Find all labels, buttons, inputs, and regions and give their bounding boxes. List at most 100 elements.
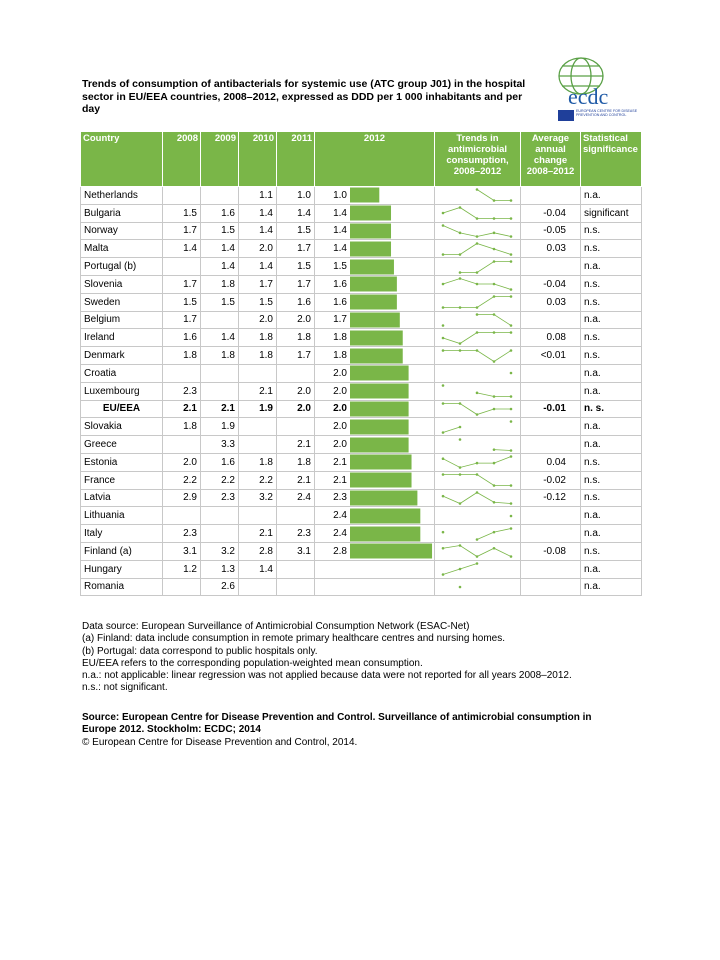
significance: n.a. [580, 257, 642, 276]
year-value [238, 417, 277, 437]
trend-point [458, 206, 462, 209]
bar-area [350, 401, 409, 417]
sparkline [441, 348, 513, 363]
year-value: 1.4 [333, 243, 347, 255]
value-2012-cell [314, 577, 435, 597]
column-header: Trends in antimicrobial consumption, 200… [434, 131, 521, 187]
year-value: 1.2 [162, 559, 201, 579]
sparkline [458, 259, 513, 274]
significance: n.s. [580, 452, 642, 472]
notes: Data source: European Surveillance of An… [82, 621, 572, 695]
table-row: Hungary 1.2 1.3 1.4 n.a. [80, 559, 642, 579]
bar [350, 490, 418, 506]
year-value: 1.9 [200, 417, 239, 437]
trend-line [443, 296, 511, 309]
value-2012-cell: 2.8 [314, 541, 435, 561]
value-2012-cell: 1.8 [314, 328, 435, 348]
bar [350, 419, 409, 435]
year-value: 2.8 [333, 545, 347, 557]
table-row: Estonia 2.0 1.6 1.8 1.8 2.1 0.04 n.s. [80, 452, 642, 472]
column-header: 2012 [314, 131, 435, 187]
significance: n.a. [580, 310, 642, 330]
value-2012-cell: 2.0 [314, 381, 435, 401]
trend-point [509, 348, 513, 352]
trend-point [441, 384, 445, 387]
logo-subtitle: EUROPEAN CENTRE FOR DISEASE PREVENTION A… [576, 109, 638, 117]
trend-point [492, 484, 496, 487]
year-value: 1.1 [238, 186, 277, 205]
year-value: 3.1 [276, 541, 315, 561]
annual-change [520, 524, 581, 543]
year-value: 2.1 [238, 524, 277, 543]
column-header: 2011 [276, 131, 315, 187]
trend-point [492, 447, 496, 451]
bar-area [350, 205, 392, 221]
trend-cell [434, 577, 521, 597]
bar-area [350, 543, 433, 559]
year-value: 1.5 [276, 221, 315, 241]
value-2012-cell: 1.5 [314, 257, 435, 276]
trend-line [443, 474, 511, 487]
year-value [162, 257, 201, 276]
value-2012-wrap: 2.3 [315, 490, 434, 506]
year-value: 1.8 [238, 328, 277, 348]
year-value: 1.5 [238, 292, 277, 312]
value-2012-wrap: 1.6 [315, 294, 434, 310]
annual-change [520, 435, 581, 454]
trend-point [475, 562, 479, 565]
year-value: 2.0 [276, 381, 315, 401]
year-value: 3.3 [200, 435, 239, 454]
year-value [200, 381, 239, 401]
annual-change [520, 310, 581, 330]
trend-line [460, 260, 511, 273]
trend-point [458, 231, 462, 235]
trend-point [509, 407, 513, 411]
value-2012-wrap [315, 579, 434, 595]
annual-change: -0.08 [520, 541, 581, 561]
trend-point [509, 555, 513, 559]
trend-point [441, 547, 445, 550]
year-value [200, 506, 239, 526]
year-value: 3.2 [200, 541, 239, 561]
value-2012-wrap: 2.8 [315, 543, 434, 559]
year-value: 1.8 [200, 346, 239, 365]
year-value: 2.3 [276, 524, 315, 543]
bar-area [350, 365, 409, 381]
value-2012-cell: 2.0 [314, 399, 435, 419]
column-header: Country [80, 131, 163, 187]
year-value [200, 310, 239, 330]
bar [350, 294, 397, 310]
annual-change: -0.12 [520, 488, 581, 508]
value-2012-cell: 1.8 [314, 346, 435, 365]
value-2012-cell: 1.4 [314, 203, 435, 223]
trend-line [442, 225, 512, 237]
year-value: 1.5 [200, 292, 239, 312]
trend-cell [434, 186, 521, 205]
significance: n.a. [580, 559, 642, 579]
annual-change: -0.02 [520, 470, 581, 490]
year-value: 1.6 [200, 203, 239, 223]
year-value: 1.8 [333, 350, 347, 362]
value-2012-cell: 1.6 [314, 292, 435, 312]
value-2012-wrap: 1.5 [315, 259, 434, 275]
bar-area [350, 259, 394, 275]
country: Lithuania [80, 506, 163, 526]
value-2012-wrap: 1.4 [315, 223, 434, 239]
trend-point [509, 199, 513, 203]
year-value: 2.0 [276, 310, 315, 330]
trend-point [492, 247, 496, 251]
country: Malta [80, 239, 163, 259]
year-value: 1.3 [200, 559, 239, 579]
trend-point [475, 270, 479, 274]
note: EU/EEA refers to the corresponding popul… [82, 657, 423, 669]
sparkline [458, 437, 513, 452]
bar-area [350, 490, 418, 506]
trend-point [509, 395, 513, 398]
significance: n.a. [580, 435, 642, 454]
bar-area [350, 419, 409, 435]
value-2012-wrap [315, 561, 434, 577]
trend-cell [434, 257, 521, 276]
annual-change: -0.05 [520, 221, 581, 241]
year-value [162, 577, 201, 597]
year-value [238, 577, 277, 597]
